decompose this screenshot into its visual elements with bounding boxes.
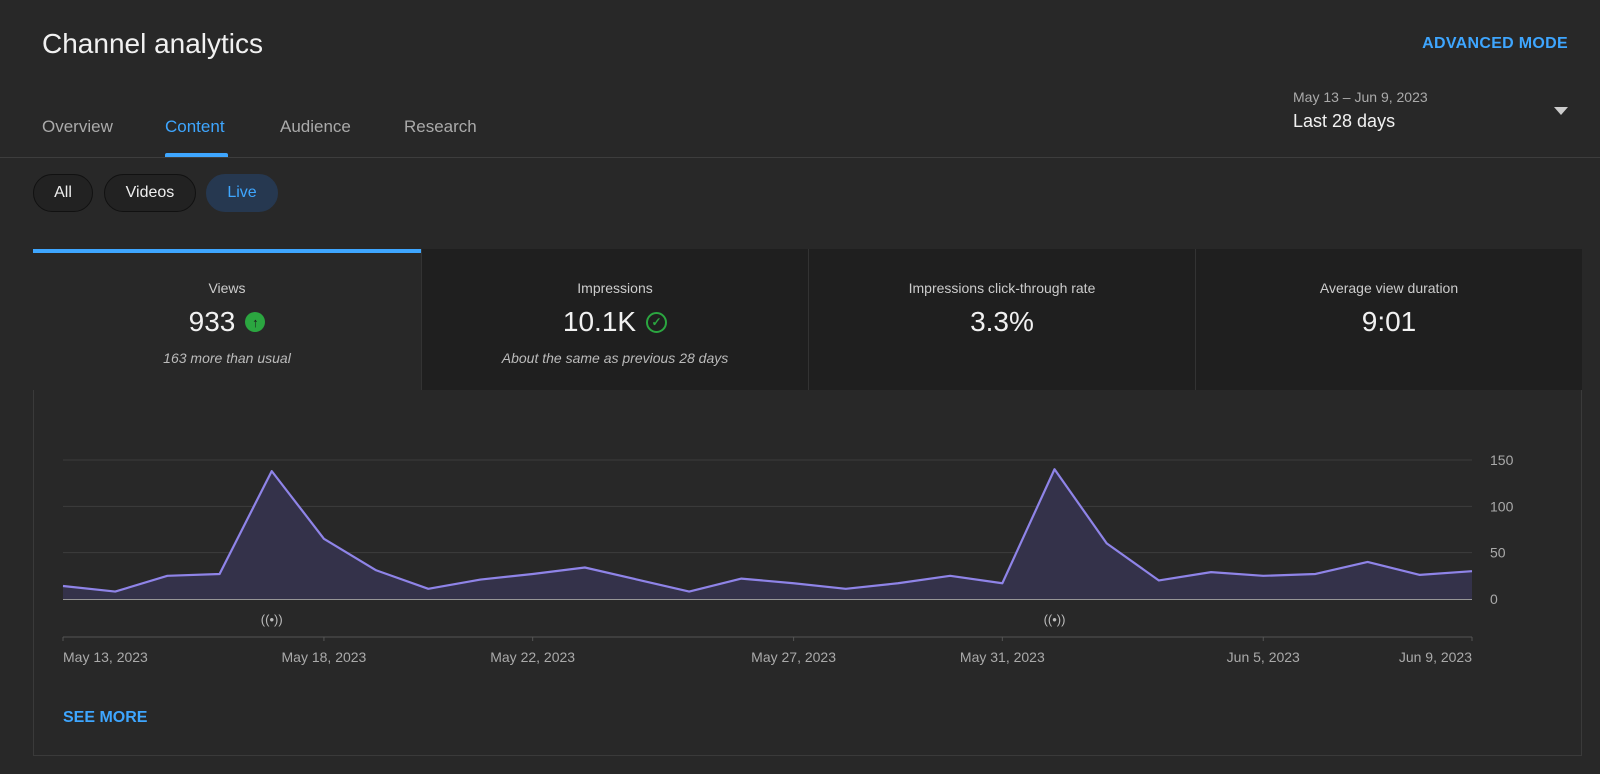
metric-tab-ctr[interactable]: Impressions click-through rate 3.3%: [808, 249, 1195, 390]
tab-research[interactable]: Research: [404, 117, 477, 136]
y-tick-label: 50: [1490, 545, 1506, 561]
filter-chip-live[interactable]: Live: [206, 174, 278, 212]
metric-value: 10.1K: [562, 306, 637, 337]
page-title: Channel analytics: [42, 28, 264, 59]
tab-content[interactable]: Content: [165, 117, 225, 136]
caret-down-icon[interactable]: [1554, 107, 1568, 115]
y-tick-label: 100: [1490, 498, 1514, 514]
filter-chip-videos[interactable]: Videos: [104, 174, 196, 212]
x-tick-label: Jun 9, 2023: [1399, 649, 1472, 665]
tab-audience[interactable]: Audience: [280, 117, 351, 136]
arrow-up-circle-icon: ↑: [245, 312, 266, 332]
metric-note: About the same as previous 28 days: [501, 350, 729, 366]
live-broadcast-icon: ((•)): [261, 612, 283, 627]
metric-label: Average view duration: [1319, 280, 1459, 296]
metric-tab-impressions[interactable]: Impressions 10.1K ✓ About the same as pre…: [421, 249, 808, 390]
date-period-text[interactable]: Last 28 days: [1293, 111, 1396, 131]
metric-note: 163 more than usual: [163, 350, 291, 366]
live-broadcast-icon: ((•)): [1044, 612, 1066, 627]
metric-label: Views: [208, 280, 246, 296]
filter-chip-all[interactable]: All: [33, 174, 93, 212]
see-more-button[interactable]: SEE MORE: [63, 709, 148, 726]
metric-value: 9:01: [1361, 306, 1417, 337]
date-range-text: May 13 – Jun 9, 2023: [1293, 89, 1428, 105]
metric-value: 3.3%: [970, 306, 1034, 337]
active-tab-indicator: [165, 153, 228, 157]
y-tick-label: 0: [1490, 591, 1498, 607]
advanced-mode-button[interactable]: ADVANCED MODE: [1422, 35, 1568, 52]
metric-tab-views[interactable]: Views 933 ↑ 163 more than usual: [33, 249, 421, 390]
y-tick-label: 150: [1490, 452, 1514, 468]
metric-value: 933: [188, 306, 236, 337]
metric-label: Impressions click-through rate: [908, 280, 1096, 296]
x-tick-label: May 22, 2023: [490, 649, 575, 665]
x-tick-label: May 18, 2023: [282, 649, 367, 665]
header-divider: [0, 157, 1600, 158]
x-tick-label: May 31, 2023: [960, 649, 1045, 665]
views-line: [62, 468, 1473, 593]
x-tick-label: May 27, 2023: [751, 649, 836, 665]
views-area: [63, 469, 1472, 599]
check-circle-icon: ✓: [646, 311, 668, 333]
metric-label: Impressions: [577, 280, 653, 296]
x-tick-label: Jun 5, 2023: [1227, 649, 1300, 665]
metric-tab-avg-view-duration[interactable]: Average view duration 9:01: [1195, 249, 1582, 390]
tab-overview[interactable]: Overview: [42, 117, 113, 136]
x-tick-label: May 13, 2023: [63, 649, 148, 665]
